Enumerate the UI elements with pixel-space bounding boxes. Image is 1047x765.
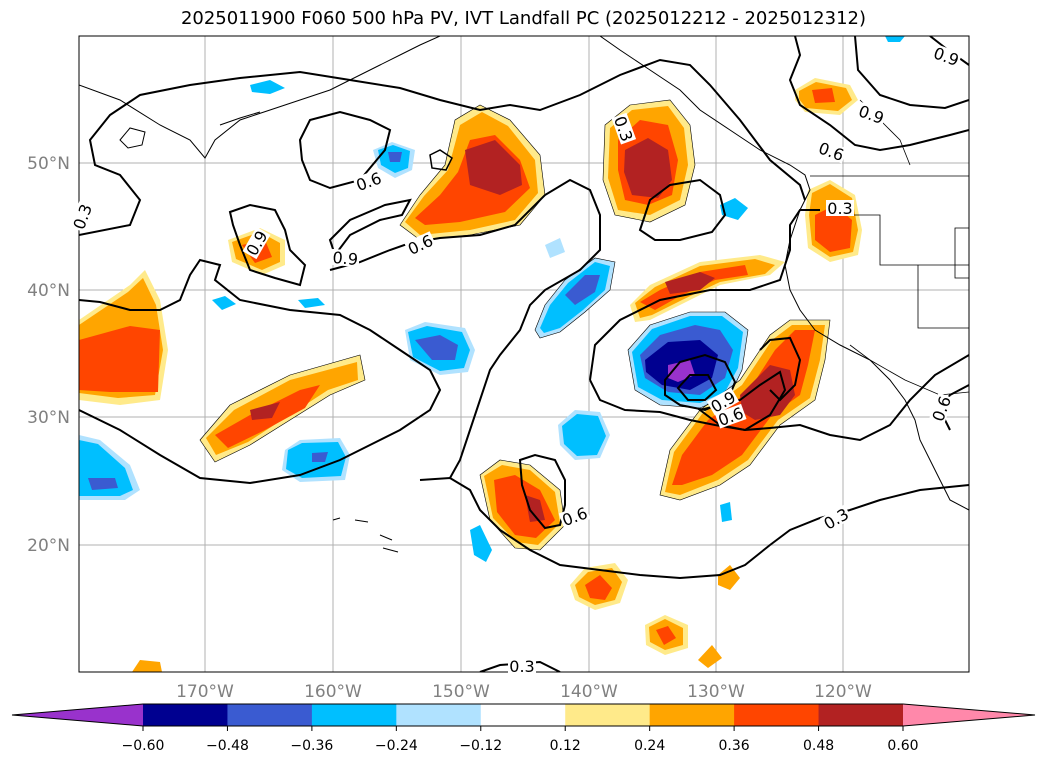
contour-label: 0.3: [509, 657, 534, 676]
colorbar: −0.60 −0.48 −0.36 −0.24 −0.12 0.12 0.24 0.36 0.4…: [11, 703, 1036, 754]
contour-label-bg: [242, 226, 271, 260]
longitude-label: 140°W: [560, 682, 618, 702]
colorbar-segment: [227, 704, 313, 726]
contour-lines: [79, 36, 969, 580]
contour-label-bg: [508, 658, 536, 674]
colorbar-segment: [565, 704, 651, 726]
colorbar-tick-label: 0.24: [634, 738, 665, 754]
contour-label-bg: [928, 392, 954, 425]
colorbar-segment: [480, 704, 566, 726]
colorbar-tick-label: 0.12: [550, 738, 581, 754]
shading-outlines: [199, 99, 831, 551]
latitude-label: 30°N: [27, 408, 70, 428]
colorbar-extend-low: [12, 704, 143, 726]
contour-label: 0.9: [332, 248, 359, 269]
contour-label-bg: [330, 248, 360, 268]
contour-label-bg: [930, 43, 963, 69]
contour-label-bg: [69, 200, 95, 233]
colorbar-segment: [311, 704, 397, 726]
contour-label-bg: [558, 503, 591, 529]
map-background: [79, 36, 969, 672]
colorbar-tick-label: −0.24: [375, 738, 418, 754]
colorbar-tick-label: −0.48: [206, 738, 249, 754]
colorbar-extend-high: [903, 704, 1035, 726]
colorbar-tick-label: −0.36: [290, 738, 333, 754]
colorbar-segment: [734, 704, 820, 726]
colorbar-tick-label: −0.60: [122, 738, 165, 754]
colorbar-tick-label: 0.36: [719, 738, 750, 754]
contour-label-bg: [714, 403, 747, 429]
contour-label-bg: [352, 168, 385, 194]
longitude-label: 170°W: [176, 682, 234, 702]
contour-label-bg: [611, 112, 637, 145]
coastlines: [79, 36, 969, 553]
contour-label-bg: [815, 138, 848, 164]
map-title: 2025011900 F060 500 hPa PV, IVT Landfall…: [180, 8, 867, 29]
longitude-label: 150°W: [432, 682, 490, 702]
latitude-labels: 50°N 40°N 30°N 20°N: [27, 154, 70, 556]
colorbar-segment: [396, 704, 482, 726]
longitude-label: 130°W: [687, 682, 745, 702]
positive-anomaly-areas: [79, 78, 862, 672]
latitude-label: 50°N: [27, 154, 70, 174]
colorbar-tick-label: −0.12: [459, 738, 502, 754]
colorbar-tick-label: 0.48: [803, 738, 834, 754]
shaded-fields: [79, 36, 969, 672]
colorbar-segment: [649, 704, 735, 726]
latitude-label: 40°N: [27, 281, 70, 301]
colorbar-segment: [143, 704, 228, 726]
contour-label-bg: [706, 387, 740, 416]
contour-label-bg: [826, 200, 854, 216]
longitude-label: 160°W: [304, 682, 362, 702]
latitude-label: 20°N: [27, 536, 70, 556]
contour-label-bg: [855, 101, 888, 127]
contour-label-bg: [819, 504, 853, 533]
colorbar-segment: [818, 704, 904, 726]
colorbar-tick-label: 0.60: [887, 738, 918, 754]
longitude-label: 120°W: [814, 682, 872, 702]
contour-label: 0.3: [827, 199, 852, 218]
contour-label-bg: [404, 231, 437, 258]
longitude-labels: 170°W 160°W 150°W 140°W 130°W 120°W: [176, 682, 872, 702]
